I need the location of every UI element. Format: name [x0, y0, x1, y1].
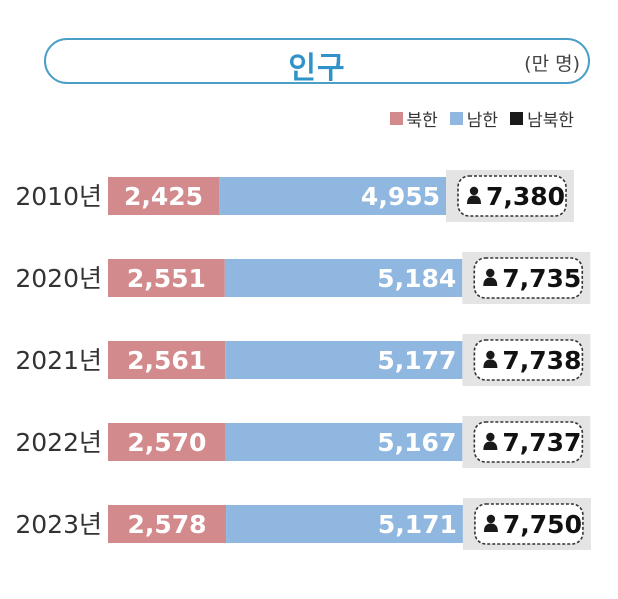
- total-label: 7,750: [503, 510, 582, 539]
- bar-north: [108, 177, 220, 215]
- person-icon-body: [483, 277, 498, 286]
- total-label: 7,738: [502, 346, 581, 375]
- bar-south-label: 5,177: [377, 346, 456, 375]
- person-icon: [486, 432, 495, 442]
- bar-south: [224, 259, 463, 297]
- person-icon: [469, 186, 479, 196]
- person-icon: [486, 350, 495, 360]
- total-badge: [473, 421, 584, 463]
- legend-swatch-total: [510, 112, 524, 125]
- person-icon-body: [467, 195, 482, 204]
- legend: 북한 남한 남북한: [389, 106, 574, 131]
- legend-swatch-south: [449, 112, 463, 125]
- bar-north-label: 2,561: [127, 346, 206, 375]
- bar-north-label: 2,551: [127, 264, 206, 293]
- legend-label-south: 남한: [466, 111, 499, 131]
- total-label: 7,737: [502, 428, 581, 457]
- legend-item-total: 남북한: [510, 106, 574, 131]
- legend-swatch-north: [389, 112, 403, 125]
- legend-item-south: 남한: [449, 106, 499, 131]
- bar-south: [219, 177, 447, 215]
- bar-north: [108, 259, 225, 297]
- chart-title: 인구: [288, 51, 346, 86]
- total-label: 7,380: [486, 182, 565, 211]
- person-icon-body: [483, 359, 498, 368]
- bar-north: [108, 505, 227, 543]
- person-icon: [486, 514, 496, 524]
- bar-south-label: 5,167: [377, 428, 456, 457]
- year-label: 2022년: [15, 428, 102, 457]
- total-badge: [457, 175, 567, 217]
- year-label: 2023년: [15, 510, 102, 539]
- bar-north-label: 2,578: [127, 510, 206, 539]
- bar-north: [108, 423, 226, 461]
- year-label: 2021년: [15, 346, 102, 375]
- unit-label: (만 명): [524, 53, 580, 75]
- title-box: 인구 (만 명): [44, 38, 590, 86]
- bar-north-label: 2,570: [127, 428, 206, 457]
- legend-label-north: 북한: [406, 111, 438, 131]
- bar-south-label: 4,955: [361, 182, 440, 211]
- bar-south-label: 5,184: [377, 264, 456, 293]
- person-icon-body: [483, 441, 498, 450]
- person-icon-body: [483, 523, 498, 532]
- total-badge: [473, 339, 584, 381]
- total-badge: [474, 503, 584, 545]
- bar-south: [225, 341, 463, 379]
- total-badge: [473, 257, 584, 299]
- legend-label-total: 남북한: [527, 111, 574, 131]
- bar-north: [108, 341, 226, 379]
- total-label: 7,735: [502, 264, 581, 293]
- person-icon: [486, 268, 495, 278]
- legend-item-north: 북한: [389, 106, 438, 131]
- year-label: 2020년: [15, 264, 102, 293]
- bar-south: [225, 423, 463, 461]
- bar-south-label: 5,171: [378, 510, 457, 539]
- year-label: 2010년: [15, 182, 102, 211]
- bar-north-label: 2,425: [124, 182, 203, 211]
- bar-south: [226, 505, 463, 543]
